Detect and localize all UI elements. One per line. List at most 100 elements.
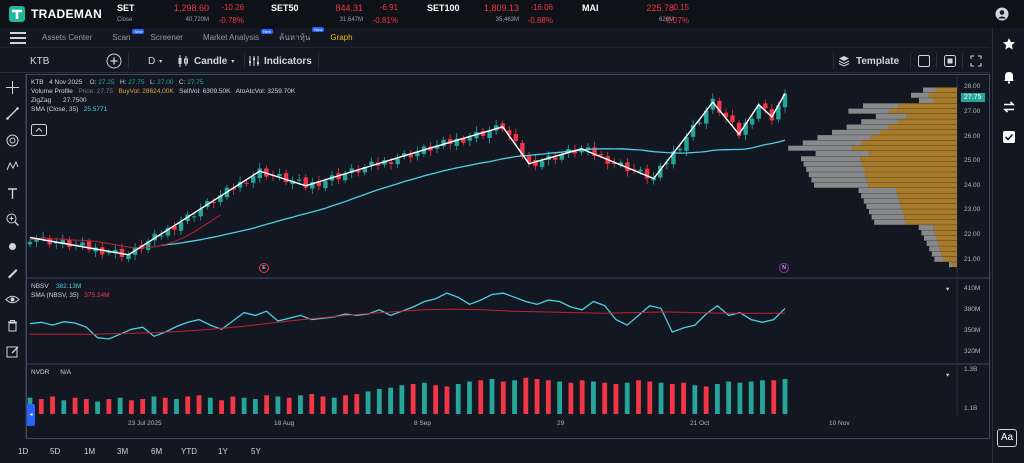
volume-profile-buy-bar: [904, 214, 957, 220]
nav-screener[interactable]: Screener: [150, 33, 183, 42]
candle-body: [507, 130, 512, 136]
ticker-set50[interactable]: SET50 844.31 -6.91 31,647M -0.81%: [271, 0, 412, 28]
range-5y[interactable]: 5Y: [251, 447, 261, 456]
volume-profile-buy-bar: [928, 92, 957, 98]
range-1y[interactable]: 1Y: [218, 447, 228, 456]
chart-type-label: Candle: [194, 55, 228, 67]
template-button[interactable]: Template: [838, 49, 899, 73]
nav-market-analysis[interactable]: Market Analysis New: [203, 29, 273, 42]
trend-line-icon[interactable]: [5, 106, 20, 121]
edit-icon[interactable]: [5, 344, 20, 359]
candle-body: [539, 160, 545, 168]
nvdr-bar: [50, 396, 55, 414]
pattern-icon[interactable]: [5, 159, 20, 174]
menu-icon[interactable]: [10, 31, 26, 44]
nvdr-bar: [207, 397, 213, 414]
price-axis-label: 22.00: [964, 231, 981, 239]
divider: [244, 53, 245, 69]
date-axis-label: 21 Oct: [690, 420, 710, 427]
nvdr-bar: [309, 394, 315, 414]
nvdr-bar: [320, 396, 326, 414]
volume-profile-buy-bar: [860, 156, 957, 162]
star-icon[interactable]: [1002, 37, 1016, 51]
nbsv-sma-legend: SMA (NBSV, 35) 375.24M: [31, 292, 110, 299]
collapse-panel-button[interactable]: ◂: [27, 404, 35, 426]
snapshot-button[interactable]: [944, 49, 956, 73]
volume-profile-sell-bar: [788, 145, 853, 151]
volume-profile-sell-bar: [832, 129, 880, 135]
candle-body: [290, 180, 295, 185]
collapse-legend-icon[interactable]: [31, 124, 47, 136]
ticker-set100[interactable]: SET100 1,809.13 -16.06 35,463M -0.88%: [427, 0, 567, 28]
candle-body: [487, 130, 492, 138]
range-ytd[interactable]: YTD: [181, 447, 197, 456]
range-5d[interactable]: 5D: [50, 447, 61, 456]
pane-menu-icon[interactable]: ▾: [946, 286, 950, 293]
volume-profile-buy-bar: [934, 230, 957, 236]
swap-icon[interactable]: [1002, 100, 1016, 114]
range-3m[interactable]: 3M: [117, 447, 129, 456]
fullscreen-box-button[interactable]: [918, 49, 930, 73]
news-marker[interactable]: N: [779, 263, 789, 273]
range-6m[interactable]: 6M: [151, 447, 163, 456]
chart-type-selector[interactable]: Candle ▾: [176, 49, 234, 73]
volume-profile-buy-bar: [933, 225, 957, 231]
eye-icon[interactable]: [5, 292, 20, 307]
add-symbol-button[interactable]: [106, 49, 122, 73]
nav-assets-center[interactable]: Assets Center: [42, 33, 93, 42]
nav-scan[interactable]: Scan New: [112, 29, 145, 42]
user-avatar-icon[interactable]: [995, 7, 1009, 21]
volume-profile-sell-bar: [919, 98, 934, 104]
brand-name: TRADEMAN: [31, 7, 103, 21]
ticker-percent: -0.81%: [372, 16, 398, 25]
earnings-marker[interactable]: E: [259, 263, 269, 273]
volume-profile-buy-bar: [865, 172, 957, 178]
dot-icon[interactable]: [5, 239, 20, 254]
volume-profile-sell-bar: [803, 161, 862, 167]
sma-name: SMA (Close, 35): [31, 106, 79, 113]
price-axis-label: 24.00: [964, 181, 981, 189]
legend-high: 27.75: [128, 79, 145, 86]
check-list-icon[interactable]: [1002, 130, 1016, 144]
nvdr-bar: [714, 384, 720, 414]
nav-stock-search[interactable]: ค้นหาหุ้น New: [279, 27, 325, 44]
chart-canvas[interactable]: [0, 0, 990, 440]
nav-graph[interactable]: Graph: [330, 33, 353, 42]
date-axis-label: 10 Nov: [829, 420, 850, 427]
text-icon[interactable]: [5, 186, 20, 201]
volume-profile-sell-bar: [861, 193, 898, 199]
volume-profile-buy-bar: [897, 193, 957, 199]
crosshair-icon[interactable]: [5, 80, 20, 95]
price-axis-label: 25.00: [964, 157, 981, 165]
ticker-mai[interactable]: MAI 225.78 -0.15 626M -0.07%: [582, 0, 703, 28]
expand-button[interactable]: [970, 49, 982, 73]
font-size-button[interactable]: Aa: [997, 429, 1017, 447]
zz-name: ZigZag: [31, 97, 52, 104]
legend-open: 27.25: [98, 79, 115, 86]
range-1d[interactable]: 1D: [18, 447, 29, 456]
zoom-icon[interactable]: [5, 212, 20, 227]
ticker-set[interactable]: SET Close 1,298.60 -10.26 40,720M -0.78%: [117, 0, 258, 28]
candle-body: [723, 112, 729, 118]
candle-body: [27, 241, 33, 245]
indicators-button[interactable]: Indicators: [248, 49, 312, 73]
candle-body: [257, 168, 262, 179]
brush-icon[interactable]: [5, 265, 20, 280]
indicators-icon: [249, 56, 259, 66]
logo[interactable]: TRADEMAN: [0, 0, 110, 28]
candle-body: [415, 151, 420, 157]
symbol-selector[interactable]: KTB: [30, 49, 49, 73]
fibonacci-icon[interactable]: [5, 133, 20, 148]
pane-menu-icon[interactable]: ▾: [946, 372, 950, 379]
range-1m[interactable]: 1M: [84, 447, 96, 456]
nbsv-axis-label: 350M: [964, 326, 981, 334]
candle-body: [625, 162, 630, 172]
divider: [962, 53, 963, 69]
interval-selector[interactable]: D ▾: [148, 49, 162, 73]
bell-icon[interactable]: [1002, 70, 1016, 84]
candle-body: [736, 122, 742, 136]
volume-profile-sell-bar: [814, 182, 869, 188]
volume-profile-buy-bar: [906, 113, 957, 119]
trash-icon[interactable]: [5, 318, 20, 333]
ticker-volume: 35,463M: [495, 17, 519, 23]
